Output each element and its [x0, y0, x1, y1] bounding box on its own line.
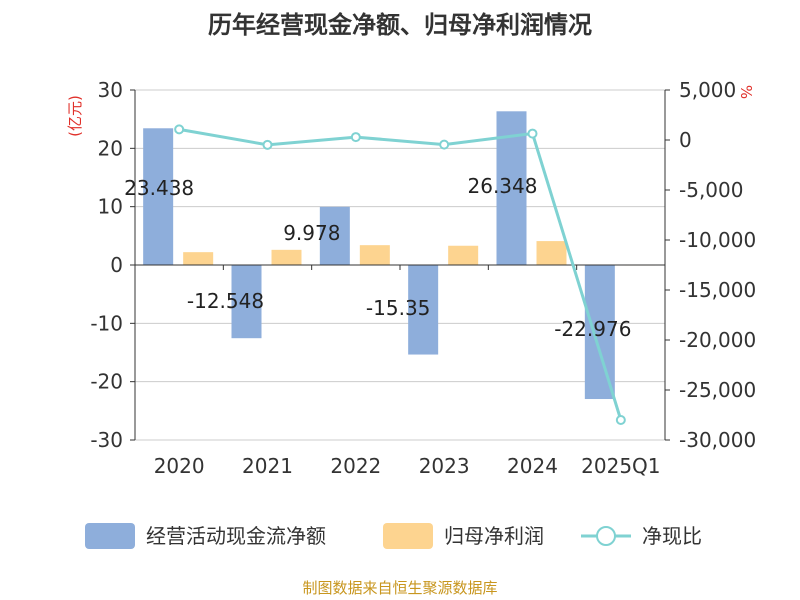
- chart-title: 历年经营现金净额、归母净利润情况: [208, 11, 592, 39]
- bar-cash-flow: [319, 206, 350, 265]
- legend-label-ratio: 净现比: [642, 524, 702, 548]
- right-tick-label: -15,000: [679, 278, 756, 302]
- cash-flow-data-label: 9.978: [283, 221, 340, 245]
- bar-net-profit: [271, 249, 302, 265]
- bar-cash-flow: [584, 265, 615, 400]
- ratio-line-path: [178, 127, 623, 421]
- legend-label-cash-flow: 经营活动现金流净额: [146, 524, 326, 548]
- bar-cash-flow: [231, 265, 262, 339]
- bar-marks: [143, 111, 655, 400]
- ratio-line: [174, 124, 626, 425]
- source-note: 制图数据来自恒生聚源数据库: [302, 579, 497, 597]
- gridlines: [135, 89, 665, 441]
- right-tick-label: -30,000: [679, 428, 756, 452]
- cash-flow-data-label: -12.548: [187, 289, 264, 313]
- x-tick-label: 2020: [154, 454, 205, 478]
- legend-swatch-ratio-point: [596, 526, 616, 546]
- bar-net-profit: [448, 245, 479, 265]
- legend-swatch-net-profit: [383, 523, 433, 549]
- right-tick-label: 5,000: [679, 78, 736, 102]
- legend-swatch-cash-flow: [85, 523, 135, 549]
- cash-flow-data-label: 23.438: [124, 176, 194, 200]
- bar-net-profit: [183, 252, 214, 265]
- x-tick-label: 2024: [507, 454, 558, 478]
- cash-flow-data-label: 26.348: [468, 174, 538, 198]
- right-tick-label: -5,000: [679, 178, 743, 202]
- left-tick-label: -10: [90, 311, 123, 335]
- right-tick-label: -20,000: [679, 328, 756, 352]
- right-tick-label: -25,000: [679, 378, 756, 402]
- ratio-point: [350, 132, 361, 143]
- x-tick-label: 2021: [242, 454, 293, 478]
- ratio-point: [262, 139, 273, 150]
- right-tick-label: 0: [679, 128, 692, 152]
- x-tick-label: 2023: [419, 454, 470, 478]
- bar-cash-flow: [408, 265, 439, 355]
- x-tick-label: 2025Q1: [581, 454, 660, 478]
- bar-net-profit: [359, 245, 390, 265]
- legend: 经营活动现金流净额 归母净利润 净现比: [85, 523, 702, 549]
- left-tick-label: -20: [90, 370, 123, 394]
- left-tick-label: 20: [98, 136, 123, 160]
- right-tick-label: -10,000: [679, 228, 756, 252]
- ratio-point: [174, 124, 185, 135]
- bar-cash-flow: [143, 128, 174, 265]
- cash-flow-data-label: -22.976: [554, 317, 631, 341]
- bar-net-profit: [536, 241, 567, 265]
- left-tick-label: 10: [98, 195, 123, 219]
- right-axis-unit: %: [737, 85, 755, 99]
- axes: 30 20 10 0 -10 -20 -30 5,000 0 -5,000 -10,000 -15,0…: [90, 78, 756, 478]
- left-tick-label: -30: [90, 428, 123, 452]
- legend-label-net-profit: 归母净利润: [444, 524, 544, 548]
- data-labels: 23.438 -12.548 9.978 -15.35 26.348 -22.976: [124, 174, 631, 341]
- ratio-point: [527, 128, 538, 139]
- x-tick-label: 2022: [330, 454, 381, 478]
- left-tick-label: 0: [110, 253, 123, 277]
- ratio-point: [615, 415, 626, 425]
- ratio-point: [439, 139, 450, 150]
- cash-flow-data-label: -15.35: [366, 296, 430, 320]
- left-axis-unit: (亿元): [66, 95, 84, 137]
- left-tick-label: 30: [98, 78, 123, 102]
